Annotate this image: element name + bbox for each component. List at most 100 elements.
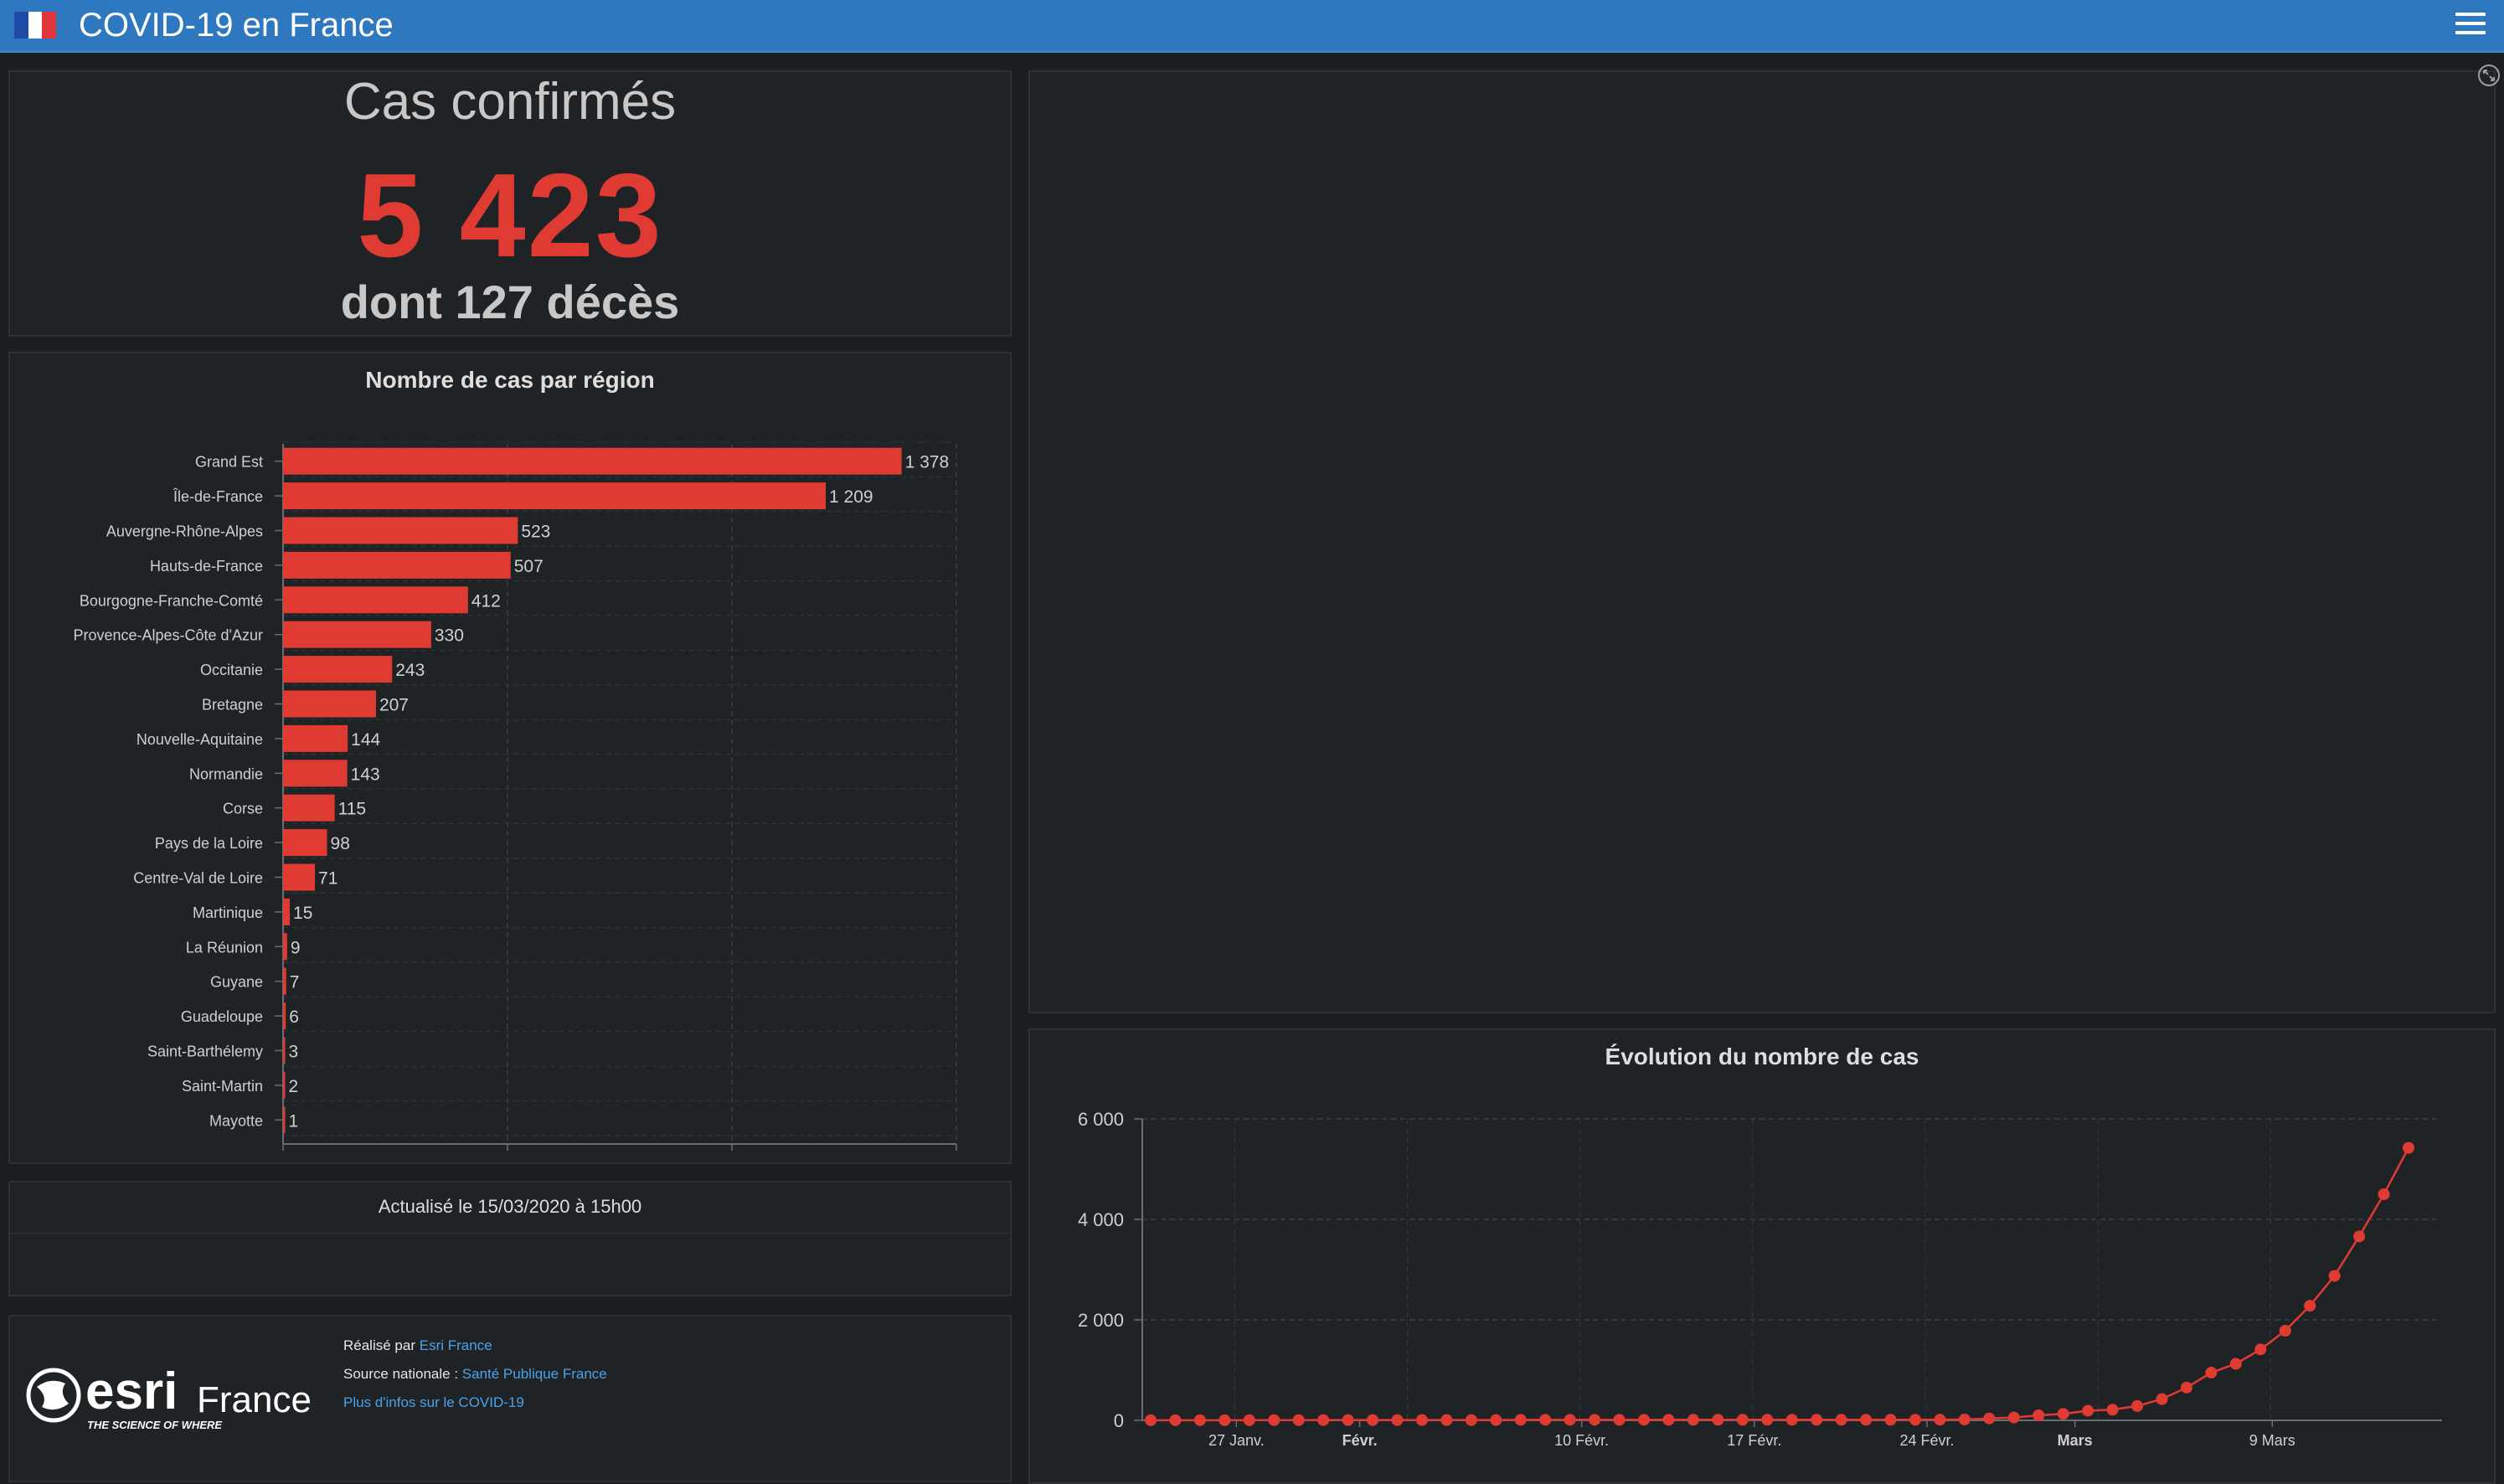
data-point <box>1145 1414 1157 1426</box>
data-point <box>2180 1381 2192 1394</box>
data-point <box>1391 1414 1404 1426</box>
data-point <box>1465 1414 1477 1426</box>
bar <box>283 447 902 475</box>
logo-brand: esri <box>85 1365 178 1420</box>
bar <box>283 656 393 683</box>
esri-france-link[interactable]: Esri France <box>419 1337 492 1353</box>
logo-tagline: THE SCIENCE OF WHERE <box>87 1419 222 1431</box>
data-point <box>2229 1358 2242 1370</box>
kpi-panel <box>8 70 1012 337</box>
line-y-tick-label: 2 000 <box>1078 1310 1124 1331</box>
bar-category-label: La Réunion <box>186 939 263 956</box>
data-point <box>1514 1414 1527 1426</box>
bar <box>283 724 348 752</box>
bar-category-label: Hauts-de-France <box>150 558 263 575</box>
bar-category-label: Saint-Barthélemy <box>147 1043 263 1060</box>
data-point <box>2106 1404 2119 1416</box>
update-timestamp: Actualisé le 15/03/2020 à 15h00 <box>378 1196 642 1217</box>
bar-category-label: Normandie <box>189 765 263 782</box>
data-point <box>1268 1414 1280 1426</box>
france-flag-icon <box>14 12 57 39</box>
data-point <box>2328 1270 2341 1282</box>
bar-value-label: 9 <box>291 938 301 957</box>
bar <box>283 586 468 614</box>
bar-value-label: 207 <box>379 696 409 715</box>
data-point <box>1415 1414 1428 1426</box>
sante-publique-link[interactable]: Santé Publique France <box>461 1366 607 1382</box>
bar <box>283 933 287 961</box>
bar-category-label: Guyane <box>210 974 263 991</box>
bar-category-label: Auvergne-Rhône-Alpes <box>106 523 263 540</box>
data-point <box>1440 1414 1453 1426</box>
region-bar-chart: Grand Est 1 378 Île-de-France 1 209 Auvergne… <box>73 441 957 1151</box>
bar-category-label: Provence-Alpes-Côte d'Azur <box>73 627 263 644</box>
data-point <box>1958 1413 1971 1425</box>
data-point <box>1367 1414 1379 1426</box>
bar-category-label: Île-de-France <box>173 488 263 505</box>
data-point <box>2254 1343 2267 1356</box>
source-label: Source nationale : <box>343 1366 459 1382</box>
data-point <box>2156 1393 2168 1405</box>
data-point <box>1860 1414 1873 1426</box>
bar-value-label: 2 <box>289 1077 299 1096</box>
bar-value-label: 523 <box>521 523 550 542</box>
bar-category-label: Bourgogne-Franche-Comté <box>80 592 263 609</box>
bar-value-label: 507 <box>514 557 544 576</box>
data-point <box>1613 1414 1626 1426</box>
bar-value-label: 115 <box>338 800 366 819</box>
bar-category-label: Occitanie <box>200 662 263 678</box>
bar-value-label: 143 <box>351 765 380 784</box>
bar <box>283 551 511 579</box>
bar-value-label: 98 <box>331 834 350 853</box>
bar <box>283 621 431 648</box>
data-point <box>1712 1414 1724 1426</box>
data-point <box>1662 1414 1675 1426</box>
data-point <box>1761 1414 1774 1426</box>
line-x-tick-label: 9 Mars <box>2249 1432 2295 1449</box>
bar <box>283 863 316 891</box>
bar <box>283 760 348 787</box>
data-point <box>1835 1414 1847 1426</box>
more-info-link[interactable]: Plus d'infos sur le COVID-19 <box>343 1394 524 1410</box>
bar-value-label: 243 <box>395 661 425 680</box>
data-point <box>1243 1414 1255 1426</box>
bar-value-label: 7 <box>290 973 300 992</box>
data-point <box>2353 1230 2366 1243</box>
bar <box>283 1071 286 1099</box>
map-panel[interactable] <box>1028 70 2496 1013</box>
data-point <box>1811 1414 1823 1426</box>
bar-value-label: 144 <box>351 730 380 750</box>
expand-icon[interactable] <box>2477 64 2501 87</box>
evolution-chart-title: Évolution du nombre de cas <box>1605 1043 1919 1069</box>
bar-category-label: Mayotte <box>209 1112 263 1129</box>
line-x-tick-label: Févr. <box>1342 1432 1378 1449</box>
line-x-tick-label: 24 Févr. <box>1899 1432 1954 1449</box>
menu-icon[interactable] <box>2455 9 2486 39</box>
region-chart-title: Nombre de cas par région <box>365 367 655 393</box>
bar-value-label: 1 <box>289 1111 299 1131</box>
data-point <box>1342 1414 1354 1426</box>
series-line <box>1151 1147 2410 1422</box>
data-point <box>2403 1141 2414 1154</box>
confirmed-cases-value: 5 423 <box>357 149 663 282</box>
line-x-tick-label: 27 Janv. <box>1208 1432 1265 1449</box>
update-panel <box>8 1181 1012 1296</box>
data-point <box>1687 1414 1699 1426</box>
bar-category-label: Corse <box>223 801 263 817</box>
bar-category-label: Pays de la Loire <box>155 835 263 852</box>
bar-value-label: 1 209 <box>829 487 873 507</box>
line-x-tick-label: Mars <box>2058 1432 2093 1449</box>
bar <box>283 482 827 510</box>
bar-value-label: 1 378 <box>905 453 950 472</box>
data-point <box>1589 1414 1601 1426</box>
bar <box>283 794 335 822</box>
data-point <box>2279 1324 2291 1337</box>
data-point <box>1564 1414 1576 1426</box>
data-point <box>1638 1414 1651 1426</box>
line-y-tick-label: 4 000 <box>1078 1209 1124 1230</box>
bar-category-label: Centre-Val de Loire <box>133 870 263 887</box>
app-header: COVID-19 en France <box>0 0 2504 53</box>
evolution-chart-panel: Évolution du nombre de cas <box>1028 1028 2496 1484</box>
bar <box>283 829 327 857</box>
bar <box>283 967 286 995</box>
